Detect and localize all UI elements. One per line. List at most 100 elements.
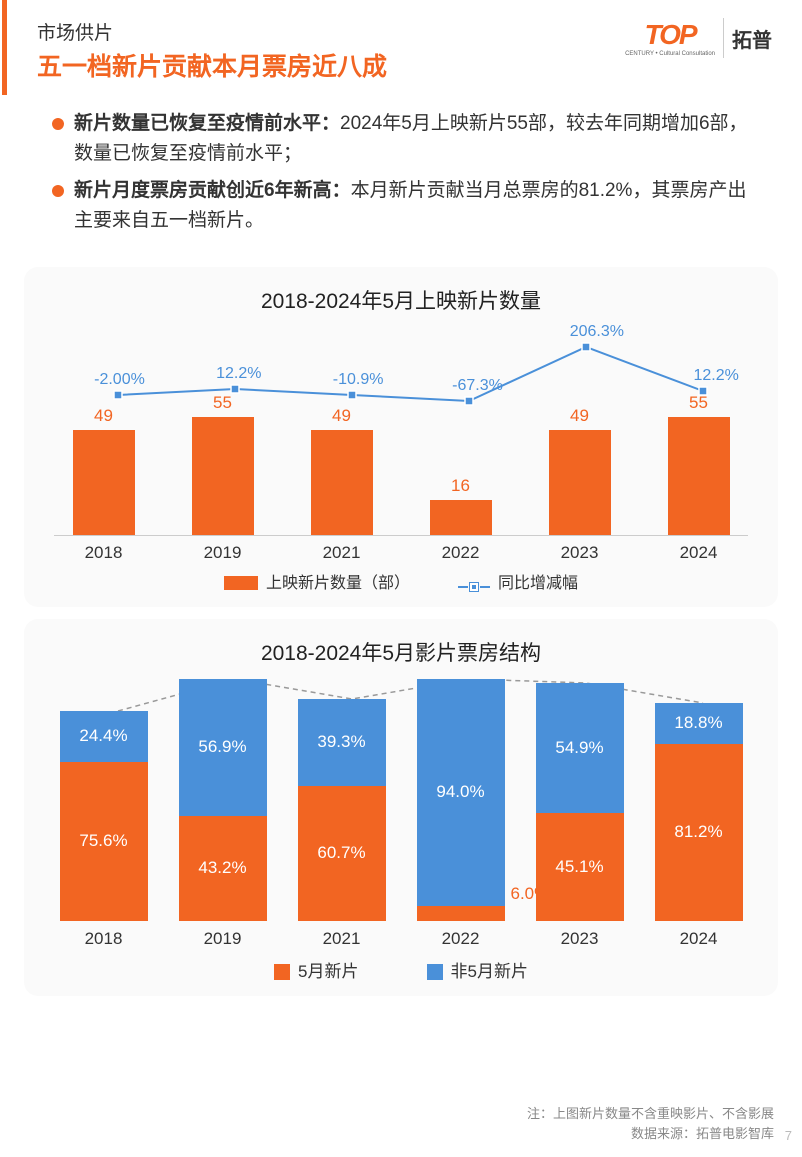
stack-column: 60.7%39.3% bbox=[298, 699, 386, 921]
axis-category: 2023 bbox=[546, 543, 614, 563]
stack-segment-blue: 94.0% bbox=[417, 679, 505, 906]
page-number: 7 bbox=[785, 1128, 792, 1143]
footer-note: 注：上图新片数量不含重映影片、不含影展 bbox=[527, 1104, 774, 1124]
logo-separator bbox=[723, 18, 724, 58]
legend-swatch-blue-icon bbox=[427, 964, 443, 980]
header-subtitle: 市场供片 bbox=[37, 18, 625, 45]
stack-segment-orange: 43.2% bbox=[179, 816, 267, 921]
page-header: 市场供片 五一档新片贡献本月票房近八成 TOP CENTURY • Cultur… bbox=[2, 0, 802, 95]
stack-column: 75.6%24.4% bbox=[60, 711, 148, 921]
axis-category: 2023 bbox=[536, 929, 624, 949]
bar-column: 16 bbox=[427, 476, 495, 534]
bar-column: 49 bbox=[70, 406, 138, 535]
logo-top: TOP CENTURY • Cultural Consultation bbox=[625, 19, 715, 57]
bar-value-label: 49 bbox=[94, 406, 113, 426]
brand-logo: TOP CENTURY • Cultural Consultation 拓普 bbox=[625, 18, 772, 58]
stack-segment-orange: 75.6% bbox=[60, 762, 148, 921]
chart1-axis-line bbox=[54, 535, 748, 536]
legend-blue: 非5月新片 bbox=[427, 957, 528, 982]
bar bbox=[549, 430, 611, 535]
bar-column: 49 bbox=[308, 406, 376, 535]
stack-segment-orange: 60.7% bbox=[298, 786, 386, 921]
bar-value-label: 55 bbox=[213, 393, 232, 413]
bar-column: 55 bbox=[189, 393, 257, 534]
chart2-container: 2018-2024年5月影片票房结构 75.6%24.4% 43.2%56.9% 6… bbox=[24, 619, 778, 996]
line-value-label: -10.9% bbox=[333, 371, 384, 389]
axis-category: 2021 bbox=[308, 543, 376, 563]
legend-line-icon bbox=[458, 583, 490, 591]
stack-column: 94.0%6.0% bbox=[417, 679, 505, 921]
legend-line-label: 同比增减幅 bbox=[498, 575, 578, 592]
axis-category: 2022 bbox=[417, 929, 505, 949]
stack-segment-blue: 24.4% bbox=[60, 711, 148, 762]
stack-segment-blue: 39.3% bbox=[298, 699, 386, 786]
footer-notes: 注：上图新片数量不含重映影片、不含影展 数据来源：拓普电影智库 bbox=[527, 1104, 774, 1143]
chart2-axis: 2018 2019 2021 2022 2023 2024 bbox=[44, 929, 758, 949]
logo-sub-text: CENTURY • Cultural Consultation bbox=[625, 51, 715, 57]
bar bbox=[192, 417, 254, 534]
legend-bars: 上映新片数量（部） bbox=[224, 569, 410, 593]
legend-orange: 5月新片 bbox=[274, 957, 358, 982]
bullet-dot-icon bbox=[52, 118, 64, 130]
legend-line: 同比增减幅 bbox=[458, 569, 578, 593]
legend-blue-label: 非5月新片 bbox=[451, 962, 528, 981]
stack-column: 81.2%18.8% bbox=[655, 703, 743, 921]
header-text: 市场供片 五一档新片贡献本月票房近八成 bbox=[37, 18, 625, 83]
axis-category: 2019 bbox=[179, 929, 267, 949]
chart2-legend: 5月新片 非5月新片 bbox=[44, 957, 758, 982]
bar bbox=[668, 417, 730, 534]
axis-category: 2024 bbox=[655, 929, 743, 949]
axis-category: 2018 bbox=[60, 929, 148, 949]
stack-segment-orange: 81.2% bbox=[655, 744, 743, 921]
bullet-text: 新片数量已恢复至疫情前水平：2024年5月上映新片55部，较去年同期增加6部，数… bbox=[74, 109, 762, 170]
bar bbox=[73, 430, 135, 535]
logo-main-text: TOP bbox=[645, 19, 696, 51]
stack-segment-blue: 56.9% bbox=[179, 679, 267, 816]
bar-value-label: 55 bbox=[689, 393, 708, 413]
bar-value-label: 49 bbox=[332, 406, 351, 426]
bar-column: 55 bbox=[665, 393, 733, 534]
chart2-title: 2018-2024年5月影片票房结构 bbox=[44, 637, 758, 667]
legend-swatch-orange-icon bbox=[274, 964, 290, 980]
bullet-bold: 新片数量已恢复至疫情前水平： bbox=[74, 113, 340, 134]
bar-column: 49 bbox=[546, 406, 614, 535]
axis-category: 2022 bbox=[427, 543, 495, 563]
bar-value-label: 16 bbox=[451, 476, 470, 496]
bar bbox=[311, 430, 373, 535]
stack-segment-blue: 18.8% bbox=[655, 703, 743, 744]
footer-source: 数据来源：拓普电影智库 bbox=[527, 1124, 774, 1144]
stack-segment-orange: 45.1% bbox=[536, 813, 624, 920]
logo-cn-text: 拓普 bbox=[732, 24, 772, 53]
axis-category: 2021 bbox=[298, 929, 386, 949]
legend-bars-label: 上映新片数量（部） bbox=[266, 575, 410, 592]
line-value-label: 206.3% bbox=[570, 323, 624, 341]
bullet-text: 新片月度票房贡献创近6年新高：本月新片贡献当月总票房的81.2%，其票房产出主要… bbox=[74, 176, 762, 237]
stack-column: 45.1%54.9% bbox=[536, 683, 624, 921]
chart2-plot: 75.6%24.4% 43.2%56.9% 60.7%39.3% 94.0%6.0% 4… bbox=[44, 679, 758, 949]
bullet-dot-icon bbox=[52, 185, 64, 197]
stack-column: 43.2%56.9% bbox=[179, 679, 267, 921]
chart1-plot: -2.00%12.2%-10.9%-67.3%206.3%12.2% 49554… bbox=[44, 323, 758, 563]
bar-value-label: 49 bbox=[570, 406, 589, 426]
bullet-list: 新片数量已恢复至疫情前水平：2024年5月上映新片55部，较去年同期增加6部，数… bbox=[0, 95, 802, 259]
chart1-legend: 上映新片数量（部） 同比增减幅 bbox=[44, 569, 758, 593]
chart2-stacks: 75.6%24.4% 43.2%56.9% 60.7%39.3% 94.0%6.0% 4… bbox=[44, 679, 758, 921]
stack-segment-orange bbox=[417, 906, 505, 921]
chart1-container: 2018-2024年5月上映新片数量 -2.00%12.2%-10.9%-67.… bbox=[24, 267, 778, 607]
axis-category: 2018 bbox=[70, 543, 138, 563]
line-value-label: -2.00% bbox=[94, 371, 145, 389]
bullet-item: 新片月度票房贡献创近6年新高：本月新片贡献当月总票房的81.2%，其票房产出主要… bbox=[52, 176, 762, 237]
axis-category: 2024 bbox=[665, 543, 733, 563]
chart1-title: 2018-2024年5月上映新片数量 bbox=[44, 285, 758, 315]
legend-swatch-icon bbox=[224, 576, 258, 590]
report-page: 市场供片 五一档新片贡献本月票房近八成 TOP CENTURY • Cultur… bbox=[0, 0, 802, 1157]
stack-segment-blue: 54.9% bbox=[536, 683, 624, 814]
bullet-bold: 新片月度票房贡献创近6年新高： bbox=[74, 180, 351, 201]
chart1-axis: 2018 2019 2021 2022 2023 2024 bbox=[44, 543, 758, 563]
line-value-label: 12.2% bbox=[693, 367, 738, 385]
chart1-bars: 49 55 49 16 49 55 bbox=[44, 390, 758, 535]
axis-category: 2019 bbox=[189, 543, 257, 563]
legend-orange-label: 5月新片 bbox=[298, 962, 358, 981]
line-value-label: 12.2% bbox=[216, 365, 261, 383]
bar bbox=[430, 500, 492, 534]
